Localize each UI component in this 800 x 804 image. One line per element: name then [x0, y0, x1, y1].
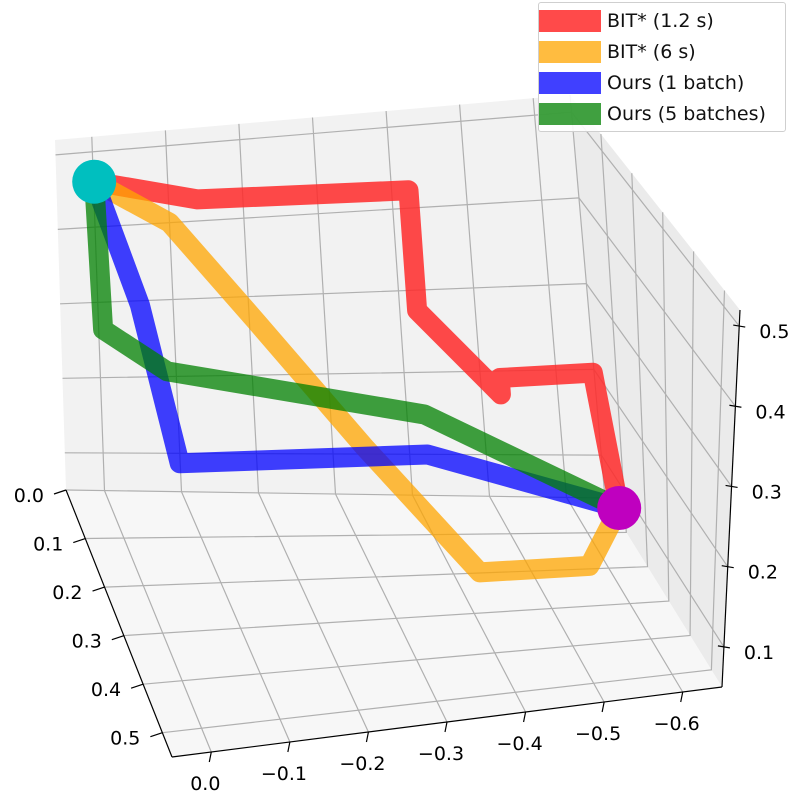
x-tick-label: −0.3 — [418, 743, 464, 765]
z-axis-line — [721, 309, 741, 688]
y-tick-label: 0.1 — [33, 534, 63, 556]
legend-label: BIT* (1.2 s) — [607, 9, 714, 32]
y-tick — [150, 732, 163, 738]
x-tick-label: −0.2 — [339, 753, 385, 775]
y-tick — [73, 537, 86, 544]
goal-marker — [72, 159, 117, 204]
grid-line-y — [85, 134, 627, 540]
legend-label: Ours (5 batches) — [607, 102, 766, 125]
x-tick — [601, 701, 605, 713]
tick-labels: 0.0 −0.1 −0.2 −0.3 −0.4 −0.5 −0.6 0.0 0.1 0.2 0.3 0… — [14, 321, 790, 795]
y-axis-line — [65, 489, 173, 758]
legend-swatch — [539, 9, 601, 32]
x-tick — [287, 741, 291, 753]
x-tick — [208, 751, 212, 763]
legend: BIT* (1.2 s) BIT* (6 s) Ours (1 batch) Ours… — [538, 2, 786, 132]
y-tick-label: 0.3 — [72, 631, 102, 653]
y-tick-label: 0.2 — [52, 582, 82, 604]
z-tick — [721, 565, 734, 569]
legend-item: Ours (1 batch) — [539, 67, 785, 98]
legend-item: Ours (5 batches) — [539, 98, 785, 129]
x-tick-label: −0.5 — [575, 723, 621, 745]
grid-line-y — [123, 212, 670, 637]
y-tick-label: 0.0 — [14, 485, 44, 507]
z-tick-label: 0.3 — [752, 482, 782, 504]
legend-swatch — [539, 102, 601, 125]
legend-item: BIT* (1.2 s) — [539, 5, 785, 36]
y-tick — [53, 489, 67, 495]
series-line-1 — [84, 171, 630, 518]
legend-swatch — [539, 40, 601, 63]
z-tick — [717, 645, 731, 649]
z-tick-label: 0.2 — [748, 562, 778, 584]
legend-item: BIT* (6 s) — [539, 36, 785, 67]
x-tick-label: −0.1 — [261, 763, 307, 785]
grid-line-z — [57, 197, 736, 407]
y-tick — [130, 683, 144, 689]
legend-swatch — [539, 71, 601, 94]
floor-pane — [66, 490, 722, 757]
y-tick-label: 0.5 — [110, 728, 140, 750]
y-tick — [111, 635, 125, 641]
grid-line-y — [143, 251, 695, 685]
z-tick — [725, 484, 738, 489]
y-tick-label: 0.4 — [91, 679, 121, 701]
marker-layer — [72, 159, 642, 530]
x-tick — [522, 711, 527, 723]
series-line-4 — [84, 171, 630, 518]
series-line-3 — [84, 171, 630, 518]
start-marker — [597, 486, 642, 530]
series-layer — [84, 171, 630, 583]
x-tick — [444, 721, 448, 733]
legend-label: Ours (1 batch) — [607, 71, 745, 94]
grid-line-y — [162, 290, 726, 734]
x-tick-label: 0.0 — [190, 773, 220, 795]
x-tick — [680, 691, 684, 703]
z-tick — [729, 404, 742, 408]
x-tick — [365, 731, 370, 743]
grid-line-y — [104, 173, 649, 588]
y-tick — [92, 586, 105, 592]
x-tick-label: −0.6 — [654, 713, 700, 735]
z-tick-label: 0.4 — [755, 401, 785, 423]
x-tick-label: −0.4 — [497, 733, 543, 755]
legend-label: BIT* (6 s) — [607, 40, 696, 63]
z-tick-label: 0.1 — [744, 642, 774, 664]
z-tick — [733, 324, 746, 328]
z-tick-label: 0.5 — [759, 321, 789, 343]
